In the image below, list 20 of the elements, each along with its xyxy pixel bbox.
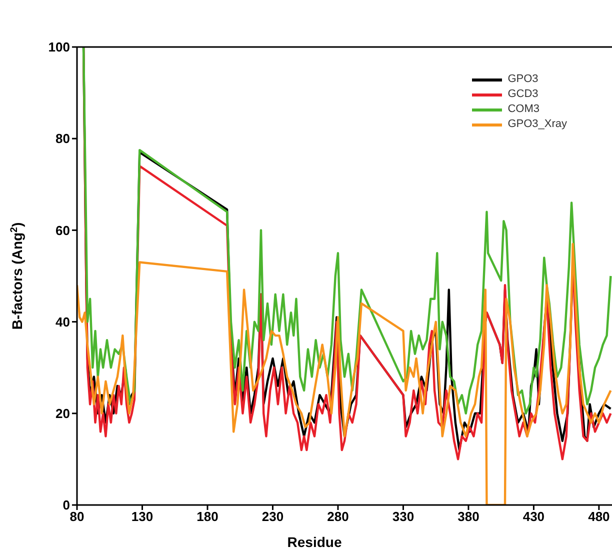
x-tick-label: 330 — [392, 509, 414, 524]
y-tick-label: 20 — [56, 406, 70, 422]
x-tick-label: 130 — [131, 509, 154, 524]
x-tick-label: 230 — [262, 509, 284, 524]
x-tick-label: 80 — [70, 509, 84, 524]
x-tick-label: 180 — [196, 509, 218, 524]
x-tick-label: 380 — [458, 509, 480, 524]
x-axis-title: Residue — [287, 534, 342, 549]
legend-label: GPO3_Xray — [508, 117, 567, 132]
x-tick-label: 430 — [522, 509, 545, 524]
y-tick-label: 0 — [62, 498, 70, 513]
legend-label: GCD3 — [508, 87, 538, 102]
x-tick-label: 480 — [588, 509, 610, 524]
y-tick-label: 80 — [56, 131, 70, 146]
x-tick-label: 280 — [327, 509, 349, 524]
y-tick-label: 100 — [48, 40, 70, 55]
y-tick-label: 40 — [56, 314, 70, 330]
y-tick-label: 60 — [56, 222, 70, 238]
legend-label: GPO3 — [508, 72, 538, 87]
legend-label: COM3 — [508, 102, 540, 117]
